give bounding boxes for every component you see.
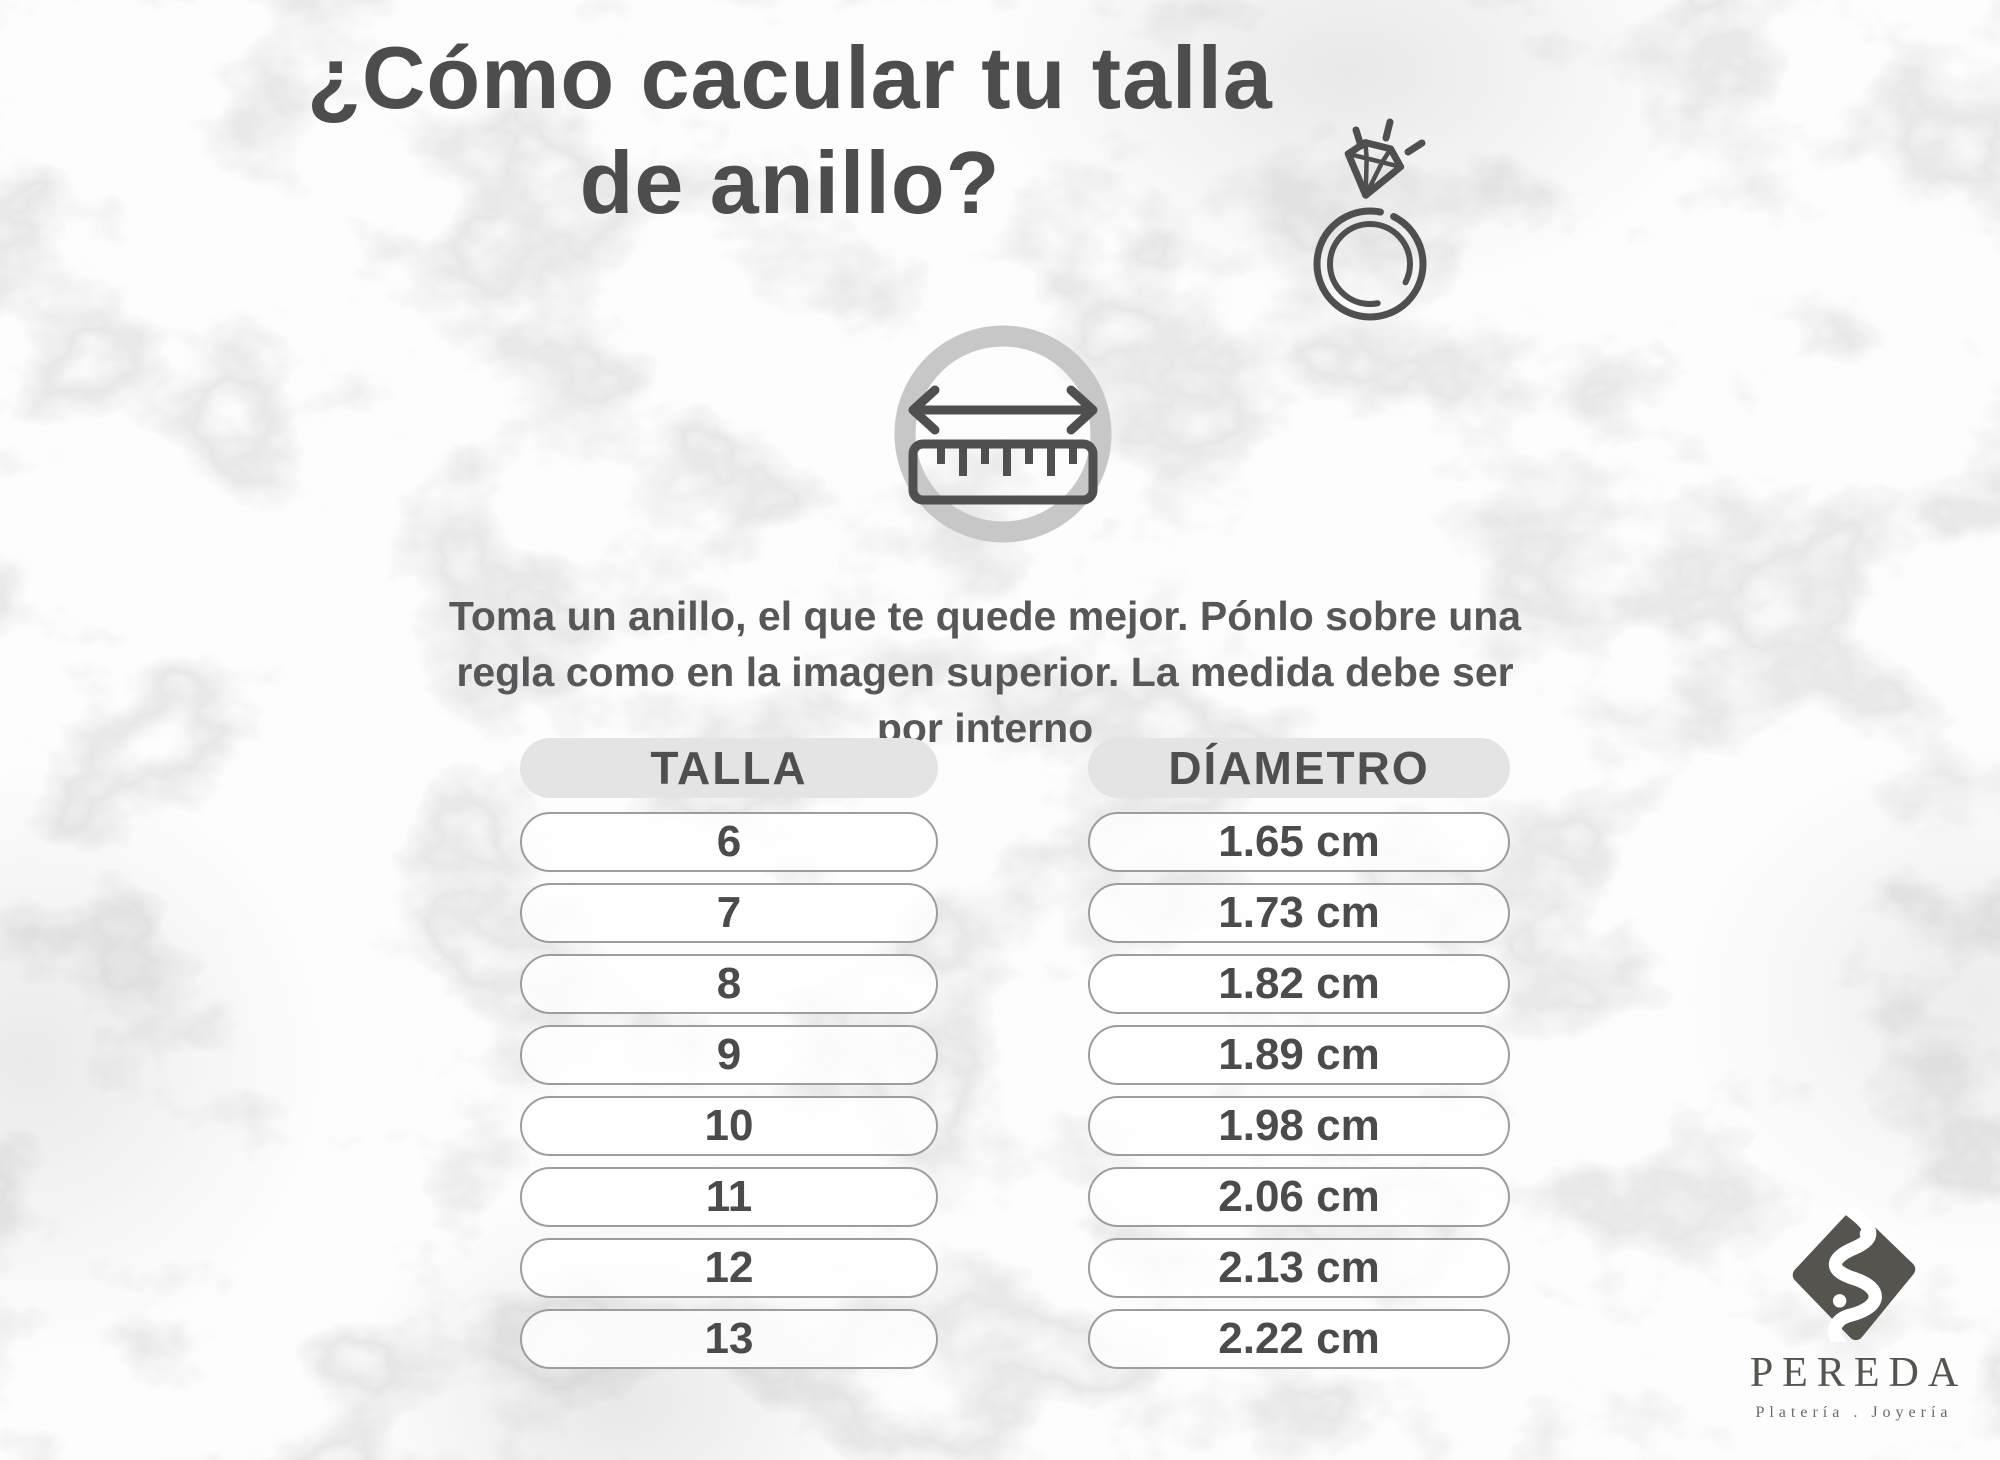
instruction-line: Toma un anillo, el que te quede mejor. P…	[448, 593, 1522, 639]
instructions-text: Toma un anillo, el que te quede mejor. P…	[0, 588, 1970, 756]
talla-cell: 7	[520, 883, 938, 943]
talla-header: TALLA	[520, 738, 938, 798]
diametro-cell: 2.13 cm	[1088, 1238, 1510, 1298]
pereda-logo-name: PEREDA	[1749, 1350, 1968, 1396]
pereda-logo-mark	[1792, 1195, 1916, 1357]
diamond-ring-icon	[1296, 112, 1446, 332]
title-line-1: ¿Cómo cacular tu talla	[307, 28, 1273, 127]
talla-cell: 10	[520, 1096, 938, 1156]
diametro-cell: 1.65 cm	[1088, 812, 1510, 872]
diametro-cell: 1.98 cm	[1088, 1096, 1510, 1156]
ring-outline-circle	[894, 325, 1112, 543]
talla-cell: 6	[520, 812, 938, 872]
page-title: ¿Cómo cacular tu talla de anillo?	[0, 26, 1580, 235]
diametro-cell: 1.73 cm	[1088, 883, 1510, 943]
diametro-cell: 1.89 cm	[1088, 1025, 1510, 1085]
title-line-2: de anillo?	[579, 132, 1001, 232]
instruction-line: por interno	[876, 705, 1094, 752]
pereda-logo-tagline: Platería . Joyería	[1755, 1404, 1953, 1421]
talla-cell: 12	[520, 1238, 938, 1298]
talla-cell: 9	[520, 1025, 938, 1085]
ring-diameter-ruler-icon	[893, 324, 1113, 549]
diametro-cell: 2.22 cm	[1088, 1309, 1510, 1369]
instruction-line: regla como en la imagen superior. La med…	[456, 649, 1514, 696]
talla-cell: 11	[520, 1167, 938, 1227]
talla-column: TALLA 6 7 8 9 10 11 12 13	[520, 738, 938, 1369]
diametro-header: DÍAMETRO	[1088, 738, 1510, 798]
diametro-cell: 1.82 cm	[1088, 954, 1510, 1014]
talla-cell: 13	[520, 1309, 938, 1369]
ruler	[908, 439, 1098, 505]
talla-cell: 8	[520, 954, 938, 1014]
diametro-cell: 2.06 cm	[1088, 1167, 1510, 1227]
pereda-logo: PEREDA Platería . Joyería	[1726, 1195, 1982, 1422]
diameter-arrow	[908, 385, 1098, 435]
diametro-column: DÍAMETRO 1.65 cm 1.73 cm 1.82 cm 1.89 cm…	[1088, 738, 1510, 1369]
